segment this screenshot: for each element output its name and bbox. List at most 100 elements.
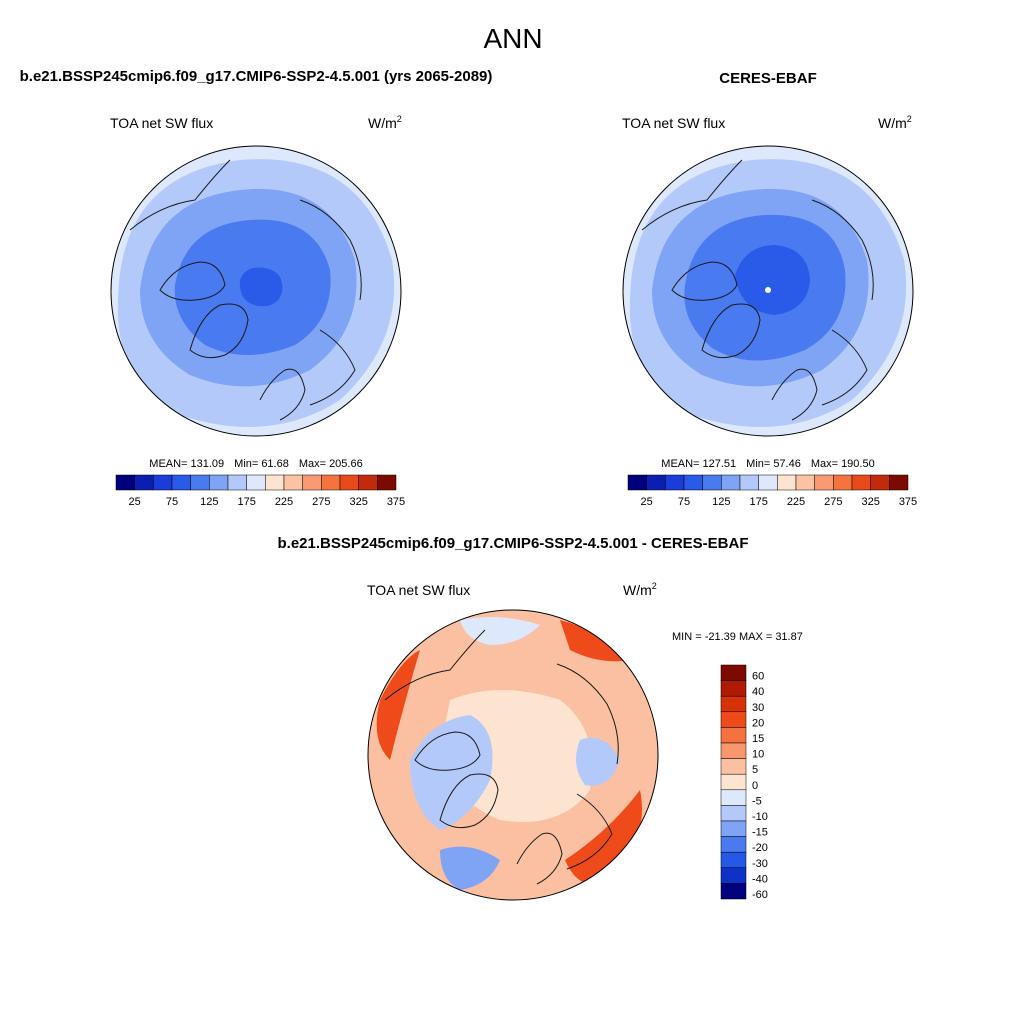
- panel-diff-colorbar-swatch: [720, 805, 747, 822]
- panel-model-colorbar-swatch: [134, 474, 154, 491]
- panel-diff-colorbar-tick-label: -15: [752, 827, 768, 839]
- panel-diff-level-north-high: [560, 620, 630, 662]
- panel-model-colorbar-swatch: [190, 474, 210, 491]
- panel-obs-colorbar-tick-label: 125: [712, 496, 730, 508]
- panel-model-level-center: [239, 267, 283, 307]
- panel-diff-map-border: [367, 609, 659, 901]
- panel-model: b.e21.BSSP245cmip6.f09_g17.CMIP6-SSP2-4.…: [20, 68, 493, 508]
- panel-diff-coastlines: [384, 629, 619, 885]
- panel-obs-colorbar-tick-label: 75: [678, 496, 690, 508]
- panel-model-colorbar-swatch: [265, 474, 285, 491]
- panel-obs-colorbar-swatch: [683, 474, 703, 491]
- panel-diff-level-west-high: [376, 650, 420, 760]
- panel-diff-colorbar-tick-label: -60: [752, 889, 768, 901]
- panel-diff-colorbar-tick-label: -40: [752, 873, 768, 885]
- panel-model-colorbar-swatch: [302, 474, 322, 491]
- panel-diff-colorbar-swatch: [720, 851, 747, 869]
- panel-diff-colorbar-tick-label: -10: [752, 811, 768, 823]
- panel-diff-map-fill: [368, 610, 658, 900]
- panel-obs-colorbar-swatch: [702, 474, 722, 491]
- panel-diff-units: W/m2: [623, 581, 657, 598]
- panel-diff-colorbar-swatch: [720, 836, 747, 853]
- panel-model-colorbar-tick-label: 325: [349, 496, 367, 508]
- panel-diff-colorbar-swatch: [720, 758, 747, 775]
- panel-model-map-fill: [111, 146, 401, 436]
- panel-diff-colorbar-tick-label: -5: [752, 795, 762, 807]
- panel-model-map-border: [110, 145, 402, 437]
- panel-model-title: b.e21.BSSP245cmip6.f09_g17.CMIP6-SSP2-4.…: [20, 68, 493, 85]
- panel-diff-level-negative-east: [576, 737, 620, 786]
- panel-diff-colorbar-swatch: [720, 711, 747, 728]
- panel-obs-title: CERES-EBAF: [719, 70, 817, 87]
- panel-diff-colorbar-swatch: [720, 680, 747, 697]
- panel-diff-colorbar-tick-label: 5: [752, 764, 758, 776]
- panel-diff-colorbar-tick-label: 30: [752, 702, 764, 714]
- panel-model-colorbar: 25 75 125 175 225 275 325 375: [115, 474, 405, 508]
- panel-model-colorbar-swatch: [153, 474, 173, 491]
- panel-diff-colorbar-swatch: [720, 664, 747, 681]
- panel-obs-colorbar-swatch: [646, 474, 666, 491]
- panel-diff-colorbar-swatch: [720, 820, 747, 837]
- panel-obs-variable: TOA net SW flux: [622, 115, 725, 131]
- panel-diff-colorbar-tick-label: 0: [752, 780, 758, 792]
- panel-obs-level-center: [735, 245, 810, 315]
- panel-obs-colorbar-tick-label: 25: [641, 496, 653, 508]
- panel-diff-colorbar-tick-label: 20: [752, 717, 764, 729]
- panel-diff-title: b.e21.BSSP245cmip6.f09_g17.CMIP6-SSP2-4.…: [277, 535, 748, 552]
- panel-diff-colorbar-tick-label: 15: [752, 733, 764, 745]
- panel-diff-colorbar-tick-label: 10: [752, 749, 764, 761]
- panel-diff-colorbar-swatch: [720, 742, 747, 759]
- panel-diff: b.e21.BSSP245cmip6.f09_g17.CMIP6-SSP2-4.…: [277, 535, 803, 901]
- panel-obs: CERES-EBAF TOA net SW flux W/m2 MEAN= 127…: [622, 70, 917, 508]
- panel-obs-colorbar-swatch: [795, 474, 815, 491]
- panel-diff-variable: TOA net SW flux: [367, 582, 470, 598]
- panel-obs-colorbar-tick-label: 225: [787, 496, 805, 508]
- panel-model-colorbar-swatch: [171, 474, 191, 491]
- panel-obs-units: W/m2: [878, 114, 912, 131]
- panel-model-stats: MEAN= 131.09 Min= 61.68 Max= 205.66: [149, 458, 362, 470]
- panel-obs-colorbar: 25 75 125 175 225 275 325 375: [627, 474, 917, 508]
- panel-model-colorbar-swatch: [339, 474, 359, 491]
- panel-obs-colorbar-swatch: [889, 474, 909, 491]
- panel-model-colorbar-tick-label: 375: [387, 496, 405, 508]
- panel-model-colorbar-tick-label: 75: [166, 496, 178, 508]
- panel-diff-colorbar-swatch: [720, 789, 747, 806]
- panel-model-colorbar-swatch: [358, 474, 378, 491]
- panel-diff-colorbar-swatch: [720, 867, 747, 884]
- panel-model-colorbar-swatch: [321, 474, 341, 491]
- panel-obs-colorbar-tick-label: 275: [824, 496, 842, 508]
- panel-diff-colorbar-tick-label: 40: [752, 686, 764, 698]
- panel-model-colorbar-swatch: [115, 474, 135, 491]
- panel-model-colorbar-swatch: [377, 474, 397, 491]
- panel-model-colorbar-tick-label: 125: [200, 496, 218, 508]
- panel-obs-map-border: [622, 145, 914, 437]
- panel-obs-colorbar-swatch: [814, 474, 834, 491]
- panel-diff-minmax: MIN = -21.39 MAX = 31.87: [672, 631, 803, 643]
- panel-obs-stats: MEAN= 127.51 Min= 57.46 Max= 190.50: [661, 458, 874, 470]
- panel-model-colorbar-tick-label: 25: [129, 496, 141, 508]
- panel-obs-colorbar-tick-label: 325: [861, 496, 879, 508]
- panel-obs-colorbar-swatch: [777, 474, 797, 491]
- panel-model-coastlines: [129, 159, 362, 421]
- page-title: ANN: [483, 23, 542, 54]
- panel-obs-colorbar-swatch: [665, 474, 685, 491]
- panel-obs-colorbar-swatch: [833, 474, 853, 491]
- panel-obs-colorbar-swatch: [739, 474, 759, 491]
- panel-obs-colorbar-tick-label: 175: [749, 496, 767, 508]
- panel-diff-colorbar-swatch: [720, 883, 747, 900]
- panel-obs-colorbar-swatch: [721, 474, 741, 491]
- panel-diff-colorbar-tick-label: -20: [752, 842, 768, 854]
- panel-diff-colorbar: 60 40 30 20 15 10 5 0 -5 -10 -15 -20 -30 -40 -60: [720, 664, 768, 901]
- panel-diff-level-negative-west: [410, 715, 493, 830]
- panel-diff-colorbar-swatch: [720, 727, 747, 744]
- panel-model-colorbar-swatch: [227, 474, 247, 491]
- panel-diff-level-negative-north: [460, 616, 540, 645]
- panel-obs-coastlines: [641, 159, 874, 421]
- panel-obs-colorbar-swatch: [627, 474, 647, 491]
- panel-model-colorbar-tick-label: 275: [312, 496, 330, 508]
- panel-model-colorbar-swatch: [283, 474, 303, 491]
- panel-obs-colorbar-swatch: [870, 474, 890, 491]
- panel-diff-colorbar-swatch: [720, 773, 747, 791]
- panel-diff-colorbar-swatch: [720, 695, 747, 713]
